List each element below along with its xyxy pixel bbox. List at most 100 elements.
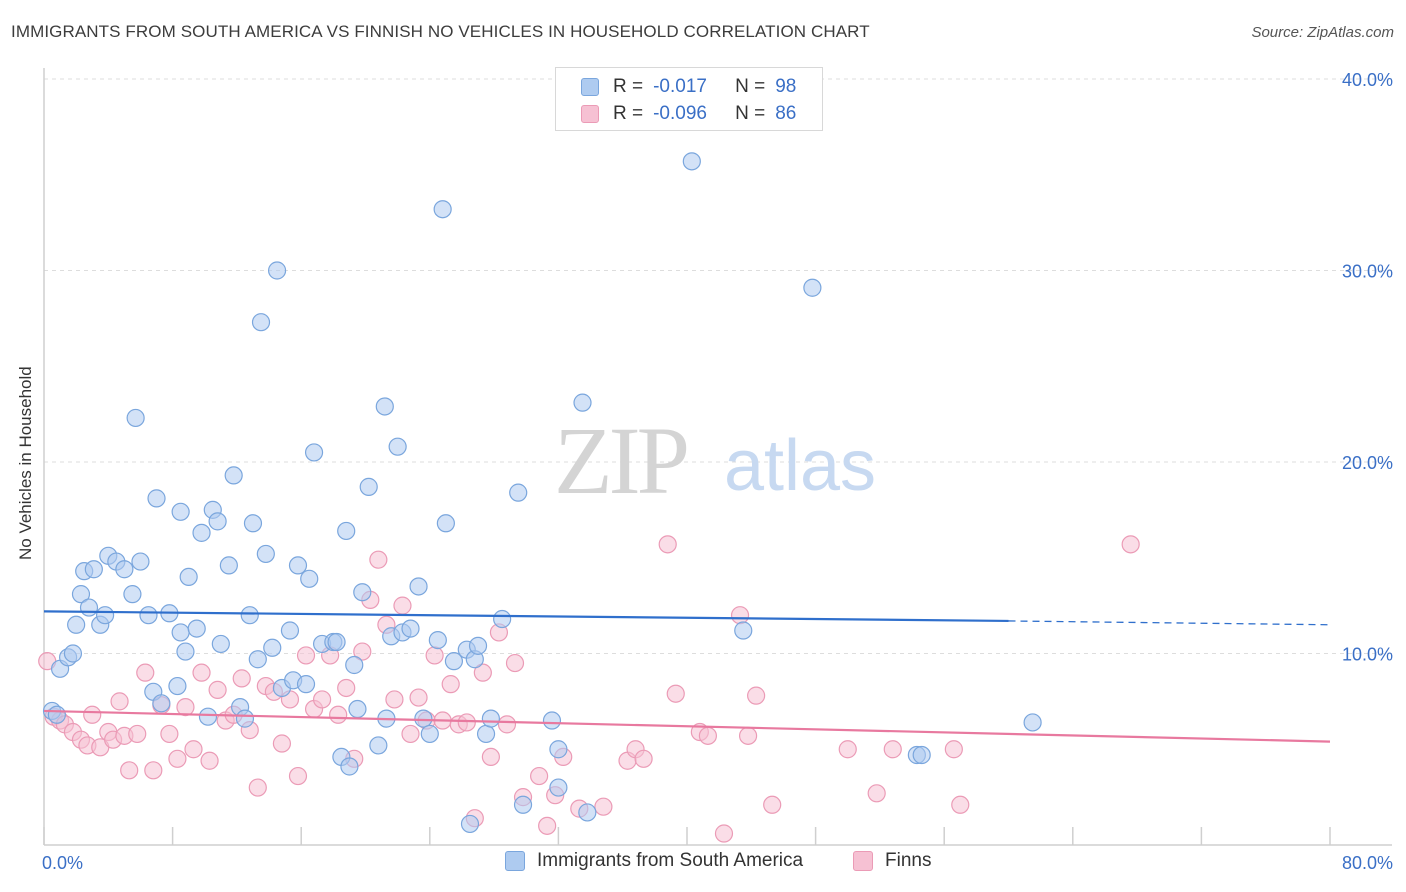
south-america-point: [509, 483, 528, 502]
south-america-point: [682, 152, 701, 171]
finns-point: [951, 795, 970, 814]
south-america-point: [468, 636, 488, 655]
south-america-point: [251, 313, 271, 332]
south-america-point: [187, 619, 206, 638]
finns-point: [369, 550, 388, 569]
finns-point: [208, 680, 227, 699]
south-america-point: [240, 606, 259, 625]
legend-label: Finns: [885, 850, 932, 871]
finns-trend-line: [43, 709, 1331, 743]
finns-point: [763, 795, 782, 814]
finns-point: [200, 751, 219, 770]
south-america-point: [460, 814, 480, 834]
south-america-point: [131, 552, 150, 571]
south-america-point: [179, 567, 198, 587]
legend-n-label: N =: [735, 76, 766, 97]
south-america-point: [388, 437, 407, 456]
south-america-point: [248, 650, 267, 669]
south-america-point: [176, 642, 195, 661]
south-america-point: [542, 711, 562, 730]
south-america-point: [549, 778, 568, 797]
finns-point: [248, 778, 267, 797]
finns-point: [184, 740, 203, 759]
trend-lines: [43, 610, 1331, 743]
legend-r-label: R =: [613, 76, 644, 97]
south-america-point: [549, 740, 568, 759]
finns-point: [538, 816, 557, 835]
south-america-trend-line: [43, 610, 1009, 623]
south-america-point: [115, 560, 134, 579]
south-america-point: [288, 556, 308, 575]
finns-point: [393, 596, 412, 615]
finns-point: [144, 761, 163, 780]
finns-point: [353, 642, 372, 661]
south-america-point: [409, 577, 428, 596]
south-america-point: [300, 569, 319, 588]
legend-r-label: R =: [613, 103, 644, 124]
south-america-point: [171, 623, 190, 642]
watermark-zip: ZIP: [554, 407, 687, 514]
axes: [43, 68, 1392, 846]
south-america-point: [211, 634, 230, 654]
y-tick-label: 10.0%: [1342, 645, 1393, 665]
legend-n-value: 98: [775, 76, 797, 97]
south-america-point: [79, 598, 99, 617]
finns-point: [232, 669, 251, 688]
south-america-point: [123, 585, 142, 604]
gridlines: [44, 78, 1392, 654]
finns-point: [160, 724, 179, 744]
finns-point: [473, 663, 492, 682]
south-america-point: [256, 544, 275, 564]
finns-point: [838, 740, 857, 759]
legend-n-label: N =: [735, 103, 766, 124]
finns-point: [481, 747, 500, 767]
legend-n-value: 86: [775, 103, 797, 124]
legend-r-value: -0.096: [653, 103, 707, 124]
legend-swatch-pink: [581, 105, 599, 123]
finns-point: [425, 646, 444, 665]
watermark-atlas: atlas: [724, 426, 876, 506]
south-america-point: [348, 699, 367, 719]
finns-point: [136, 663, 155, 682]
finns-point: [401, 724, 420, 744]
south-america-point: [71, 585, 91, 604]
finns-point: [634, 749, 653, 768]
south-america-point: [476, 724, 496, 744]
x-tick-label: 80.0%: [1342, 853, 1393, 873]
south-america-point: [235, 709, 255, 728]
south-america-point: [444, 652, 464, 671]
legend-swatch-blue: [581, 78, 599, 96]
finns-point: [1121, 535, 1140, 554]
series-legend: Immigrants from South America Finns: [0, 850, 1406, 878]
south-america-point: [208, 512, 227, 531]
finns-point: [385, 690, 404, 709]
south-america-point: [573, 393, 592, 412]
south-america-point: [428, 630, 447, 650]
finns-point: [288, 766, 308, 786]
y-axis-label: No Vehicles in Household: [16, 366, 35, 560]
south-america-point: [401, 619, 420, 638]
south-america-point: [67, 615, 86, 634]
south-america-trend-extension: [1008, 620, 1331, 626]
south-america-point: [578, 803, 597, 822]
south-america-point: [436, 514, 455, 533]
finns-point: [505, 653, 525, 673]
legend-swatch-pink: [853, 851, 873, 871]
legend-r-value: -0.017: [653, 76, 707, 97]
south-america-point: [414, 709, 433, 728]
south-america-point: [263, 638, 282, 657]
finns-point: [128, 724, 147, 744]
south-america-point: [126, 408, 145, 428]
finns-point: [658, 535, 677, 554]
finns-point: [83, 705, 102, 724]
finns-point: [698, 726, 717, 745]
finns-point: [441, 675, 460, 694]
south-america-point: [340, 757, 359, 776]
finns-point: [738, 726, 758, 745]
south-america-point: [359, 477, 378, 496]
south-america-point: [95, 606, 115, 625]
south-america-point: [345, 655, 364, 675]
chart-title: IMMIGRANTS FROM SOUTH AMERICA VS FINNISH…: [11, 22, 870, 41]
watermark: ZIP atlas: [554, 407, 876, 514]
legend-item-south-america: Immigrants from South America: [505, 850, 803, 872]
